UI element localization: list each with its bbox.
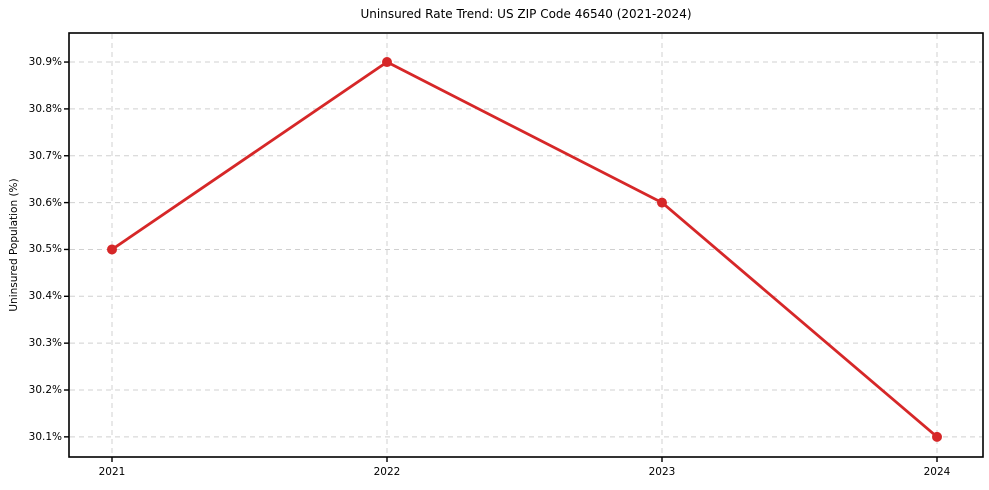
ytick-label: 30.1% <box>28 430 62 443</box>
ytick-label: 30.6% <box>28 196 62 209</box>
ytick-label: 30.4% <box>28 290 62 303</box>
ytick-label: 30.9% <box>28 56 62 69</box>
xtick-label: 2021 <box>98 466 126 478</box>
chart-title: Uninsured Rate Trend: US ZIP Code 46540 … <box>360 7 692 21</box>
ytick-label: 30.7% <box>28 149 62 162</box>
xtick-label: 2022 <box>373 466 401 478</box>
data-point-2021 <box>107 244 117 255</box>
ytick-label: 30.2% <box>28 384 62 396</box>
data-point-2023 <box>657 197 667 208</box>
data-point-2024 <box>932 431 942 442</box>
xtick-label: 2024 <box>923 466 951 478</box>
ytick-label: 30.3% <box>28 337 62 350</box>
data-line <box>110 60 939 439</box>
ytick-label: 30.5% <box>28 243 62 256</box>
xtick-label: 2023 <box>648 466 676 478</box>
data-point-2022 <box>382 57 392 68</box>
ytick-label: 30.8% <box>28 102 62 115</box>
